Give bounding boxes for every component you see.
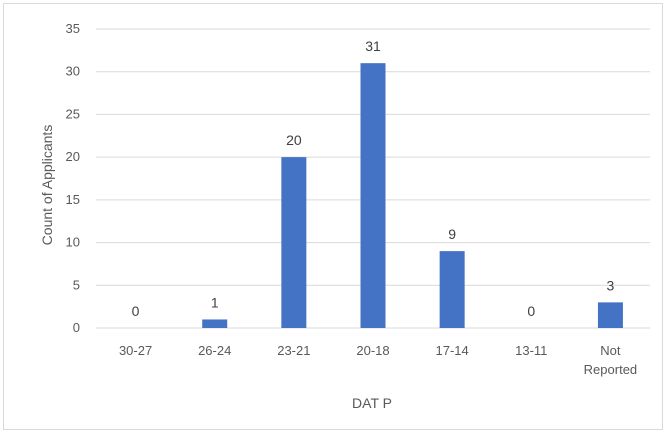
y-tick-label: 35 [66, 21, 80, 36]
y-tick-label: 30 [66, 64, 80, 79]
y-tick-label: 0 [73, 320, 80, 335]
x-tick-label: 20-18 [356, 343, 389, 358]
bar [281, 157, 307, 328]
data-label: 31 [365, 38, 381, 54]
y-axis-title: Count of Applicants [39, 125, 55, 246]
y-tick-label: 25 [66, 106, 80, 121]
data-label: 9 [448, 226, 456, 242]
data-label: 0 [132, 303, 140, 319]
data-labels: 0 1 20 31 9 0 3 [132, 38, 615, 319]
data-label: 0 [527, 303, 535, 319]
data-label: 3 [607, 277, 615, 293]
data-label: 1 [211, 294, 219, 310]
x-tick-label: Not Reported [584, 343, 637, 377]
y-tick-label: 10 [66, 235, 80, 250]
x-axis-ticks: 30-27 26-24 23-21 20-18 17-14 13-11 Not Reporte… [119, 343, 637, 377]
bar [202, 319, 228, 328]
x-tick-label: 13-11 [515, 343, 547, 358]
y-tick-label: 20 [66, 149, 80, 164]
bar [597, 302, 623, 328]
x-tick-label: 30-27 [119, 343, 152, 358]
bar [360, 63, 386, 329]
data-label: 20 [286, 132, 302, 148]
x-tick-label: 23-21 [277, 343, 310, 358]
bars [202, 63, 623, 329]
y-axis-ticks: 0 5 10 15 20 25 30 35 [66, 21, 80, 335]
y-tick-label: 5 [73, 277, 80, 292]
x-axis-title: DAT P [352, 395, 392, 411]
bar [439, 251, 465, 328]
x-tick-label: 17-14 [436, 343, 469, 358]
y-tick-label: 15 [66, 192, 80, 207]
chart-frame [3, 3, 663, 430]
x-tick-label: 26-24 [198, 343, 231, 358]
